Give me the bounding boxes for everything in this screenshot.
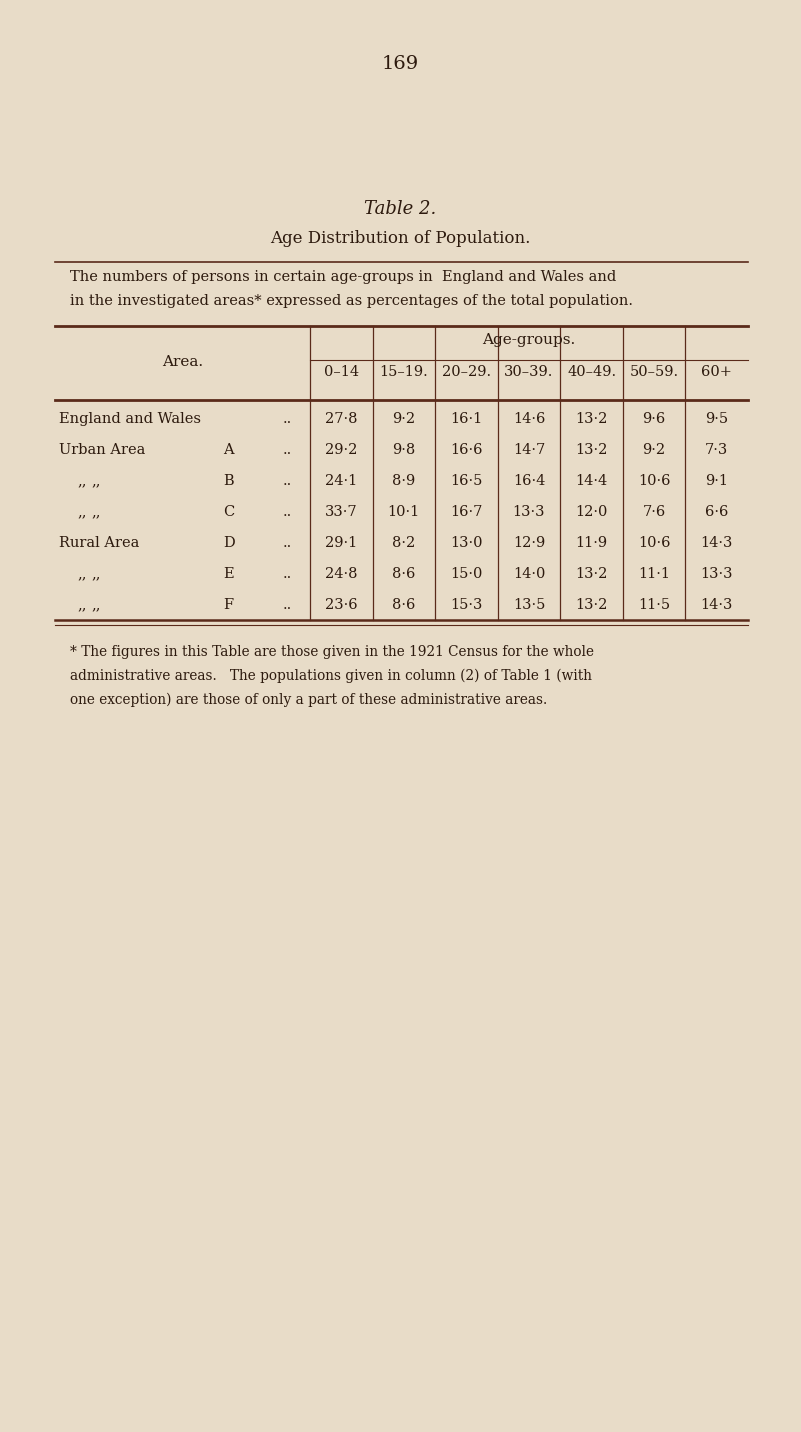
Text: A: A — [223, 442, 234, 457]
Text: ..: .. — [283, 599, 292, 611]
Text: 9·2: 9·2 — [392, 412, 416, 425]
Text: 13·5: 13·5 — [513, 599, 545, 611]
Text: ,,: ,, — [77, 474, 87, 488]
Text: 24·1: 24·1 — [325, 474, 357, 488]
Text: ,,: ,, — [77, 505, 87, 518]
Text: 29·1: 29·1 — [325, 536, 357, 550]
Text: 14·4: 14·4 — [575, 474, 608, 488]
Text: D: D — [223, 536, 235, 550]
Text: 13·2: 13·2 — [575, 442, 608, 457]
Text: * The figures in this Table are those given in the 1921 Census for the whole: * The figures in this Table are those gi… — [70, 644, 594, 659]
Text: 13·3: 13·3 — [700, 567, 733, 581]
Text: 30–39.: 30–39. — [505, 365, 553, 379]
Text: ,,: ,, — [91, 505, 100, 518]
Text: 13·2: 13·2 — [575, 412, 608, 425]
Text: ,,: ,, — [91, 599, 100, 611]
Text: 9·2: 9·2 — [642, 442, 666, 457]
Text: ..: .. — [283, 442, 292, 457]
Text: ..: .. — [283, 536, 292, 550]
Text: 13·0: 13·0 — [450, 536, 483, 550]
Text: 16·5: 16·5 — [450, 474, 483, 488]
Text: 10·6: 10·6 — [638, 536, 670, 550]
Text: 8·6: 8·6 — [392, 567, 416, 581]
Text: 16·6: 16·6 — [450, 442, 483, 457]
Text: 6·6: 6·6 — [705, 505, 728, 518]
Text: 16·1: 16·1 — [450, 412, 482, 425]
Text: 9·8: 9·8 — [392, 442, 416, 457]
Text: 13·2: 13·2 — [575, 599, 608, 611]
Text: 7·6: 7·6 — [642, 505, 666, 518]
Text: 8·9: 8·9 — [392, 474, 416, 488]
Text: ,,: ,, — [77, 599, 87, 611]
Text: The numbers of persons in certain age-groups in  England and Wales and: The numbers of persons in certain age-gr… — [70, 271, 616, 284]
Text: 169: 169 — [381, 54, 419, 73]
Text: administrative areas.   The populations given in column (2) of Table 1 (with: administrative areas. The populations gi… — [70, 669, 592, 683]
Text: 23·6: 23·6 — [325, 599, 357, 611]
Text: 9·6: 9·6 — [642, 412, 666, 425]
Text: Area.: Area. — [162, 355, 203, 369]
Text: 11·1: 11·1 — [638, 567, 670, 581]
Text: 8·2: 8·2 — [392, 536, 416, 550]
Text: 33·7: 33·7 — [325, 505, 357, 518]
Text: ,,: ,, — [77, 567, 87, 581]
Text: E: E — [223, 567, 234, 581]
Text: Age Distribution of Population.: Age Distribution of Population. — [270, 231, 530, 246]
Text: 13·2: 13·2 — [575, 567, 608, 581]
Text: one exception) are those of only a part of these administrative areas.: one exception) are those of only a part … — [70, 693, 547, 707]
Text: ..: .. — [283, 567, 292, 581]
Text: 12·9: 12·9 — [513, 536, 545, 550]
Text: England and Wales: England and Wales — [59, 412, 201, 425]
Text: 10·6: 10·6 — [638, 474, 670, 488]
Text: 16·7: 16·7 — [450, 505, 483, 518]
Text: 0–14: 0–14 — [324, 365, 359, 379]
Text: 29·2: 29·2 — [325, 442, 357, 457]
Text: 7·3: 7·3 — [705, 442, 728, 457]
Text: 8·6: 8·6 — [392, 599, 416, 611]
Text: ..: .. — [283, 505, 292, 518]
Text: 16·4: 16·4 — [513, 474, 545, 488]
Text: B: B — [223, 474, 234, 488]
Text: Rural Area: Rural Area — [59, 536, 139, 550]
Text: Age-groups.: Age-groups. — [482, 334, 576, 347]
Text: F: F — [223, 599, 233, 611]
Text: Urban Area: Urban Area — [59, 442, 145, 457]
Text: 14·7: 14·7 — [513, 442, 545, 457]
Text: 12·0: 12·0 — [575, 505, 608, 518]
Text: 20–29.: 20–29. — [442, 365, 491, 379]
Text: 10·1: 10·1 — [388, 505, 420, 518]
Text: ..: .. — [283, 412, 292, 425]
Text: 14·0: 14·0 — [513, 567, 545, 581]
Text: 15·3: 15·3 — [450, 599, 483, 611]
Text: 50–59.: 50–59. — [630, 365, 678, 379]
Text: in the investigated areas* expressed as percentages of the total population.: in the investigated areas* expressed as … — [70, 294, 633, 308]
Text: 14·3: 14·3 — [701, 599, 733, 611]
Text: C: C — [223, 505, 234, 518]
Text: 9·5: 9·5 — [705, 412, 728, 425]
Text: 13·3: 13·3 — [513, 505, 545, 518]
Text: ,,: ,, — [91, 474, 100, 488]
Text: 27·8: 27·8 — [325, 412, 357, 425]
Text: 14·3: 14·3 — [701, 536, 733, 550]
Text: 15–19.: 15–19. — [380, 365, 429, 379]
Text: 11·9: 11·9 — [575, 536, 608, 550]
Text: 11·5: 11·5 — [638, 599, 670, 611]
Text: 15·0: 15·0 — [450, 567, 483, 581]
Text: 60+: 60+ — [702, 365, 732, 379]
Text: Table 2.: Table 2. — [364, 200, 436, 218]
Text: 14·6: 14·6 — [513, 412, 545, 425]
Text: 9·1: 9·1 — [705, 474, 728, 488]
Text: 24·8: 24·8 — [325, 567, 357, 581]
Text: ..: .. — [283, 474, 292, 488]
Text: 40–49.: 40–49. — [567, 365, 616, 379]
Text: ,,: ,, — [91, 567, 100, 581]
